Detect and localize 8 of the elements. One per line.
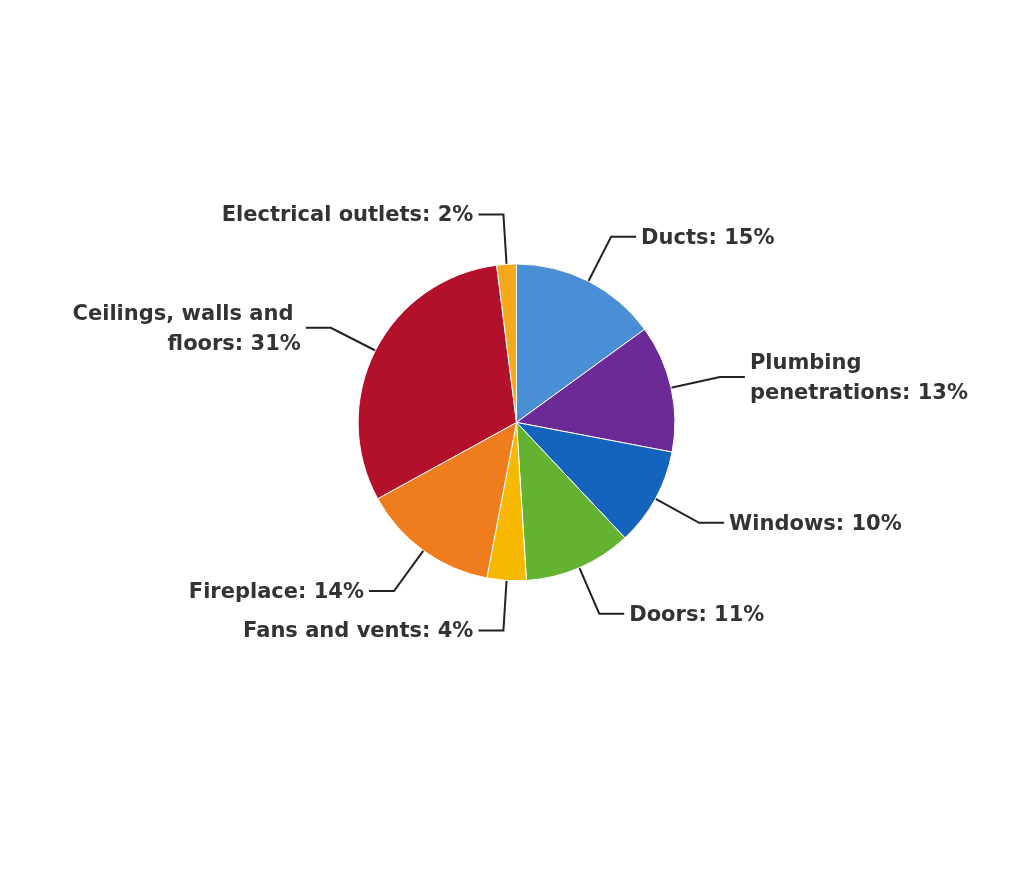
- slice-label: Fireplace: 14%: [188, 579, 365, 603]
- slice-label: Windows: 10%: [729, 510, 902, 535]
- slice-label: Ducts: 15%: [641, 224, 775, 249]
- slice-label: Ceilings, walls and floors: 31%: [72, 300, 301, 355]
- slice-label: Fans and vents: 4%: [243, 618, 474, 643]
- slice-label: Electrical outlets: 2%: [221, 202, 474, 227]
- slice-label: Doors: 11%: [629, 601, 765, 626]
- slice-label: Plumbing penetrations: 13%: [749, 349, 969, 404]
